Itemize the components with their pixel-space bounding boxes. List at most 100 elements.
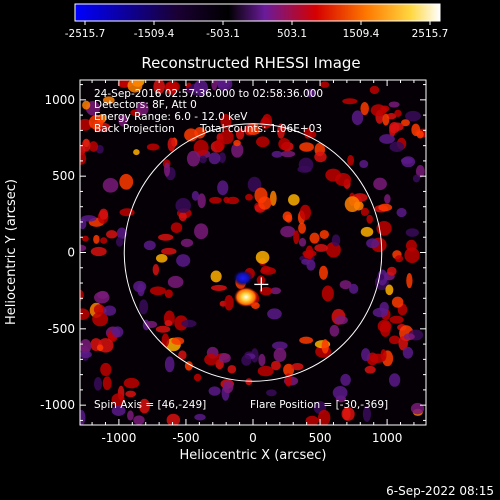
- fringe-blob: [269, 190, 277, 206]
- fringe-blob: [260, 267, 276, 275]
- fringe-blob: [241, 354, 252, 366]
- fringe-blob: [80, 308, 90, 320]
- fringe-blob: [180, 238, 194, 248]
- fringe-blob: [384, 194, 391, 204]
- y-tick-label: 500: [52, 169, 75, 183]
- fringe-blob: [164, 319, 173, 327]
- fringe-blob: [405, 110, 421, 122]
- fringe-blob: [220, 113, 232, 130]
- fringe-blob: [184, 86, 197, 94]
- fringe-blob: [259, 286, 273, 296]
- colorbar-tick-label: 2515.7: [412, 28, 449, 40]
- fringe-blob: [171, 337, 185, 345]
- info-energy-range: Energy Range: 6.0 - 12.0 keV: [94, 111, 248, 123]
- image-area: [80, 80, 426, 425]
- y-tick-label: 0: [67, 246, 75, 260]
- fringe-blob: [306, 259, 316, 271]
- fringe-blob: [329, 324, 340, 337]
- fringe-blob: [193, 139, 209, 156]
- fringe-blob: [319, 265, 328, 280]
- fringe-blob: [226, 196, 240, 205]
- fringe-blob: [161, 333, 170, 348]
- fringe-blob: [149, 286, 166, 296]
- fringe-blob: [116, 227, 127, 240]
- fringe-blob: [88, 114, 104, 130]
- colorbar-ticks: -2515.7 -1509.4 -503.1 503.1 1509.4 2515.7: [65, 21, 449, 40]
- fringe-blob: [266, 389, 277, 397]
- fringe-blob: [255, 250, 270, 264]
- fringe-blob: [133, 149, 140, 156]
- fringe-blob: [115, 237, 124, 247]
- fringe-blob: [349, 283, 359, 294]
- y-tick-label: 1000: [44, 93, 75, 107]
- fringe-blob: [194, 127, 206, 139]
- fringe-blob: [280, 150, 296, 158]
- fringe-blob: [93, 234, 100, 244]
- fringe-blob: [106, 230, 118, 239]
- fringe-blob: [340, 373, 351, 386]
- fringe-blob: [299, 204, 311, 221]
- back-projection-fringes: [80, 80, 426, 425]
- flare-hotspot: [234, 287, 258, 307]
- flare-position-label: Flare Position = [-30,-369]: [250, 399, 388, 411]
- fringe-blob: [174, 315, 189, 331]
- fringe-blob: [164, 356, 175, 373]
- fringe-blob: [321, 339, 329, 354]
- fringe-blob: [175, 198, 191, 213]
- fringe-blob: [389, 141, 405, 153]
- fringe-blob: [305, 415, 319, 425]
- x-tick-label: 500: [309, 431, 332, 445]
- fringe-blob: [320, 81, 330, 88]
- fringe-blob: [136, 101, 149, 116]
- fringe-blob: [339, 280, 352, 290]
- fringe-blob: [191, 190, 200, 201]
- fringe-blob: [119, 208, 135, 217]
- fringe-blob: [309, 232, 320, 244]
- fringe-blob: [404, 247, 420, 264]
- fringe-blob: [254, 187, 268, 204]
- fringe-blob: [405, 228, 419, 237]
- fringe-blob: [152, 264, 160, 276]
- fringe-blob: [246, 126, 261, 135]
- fringe-blob: [81, 215, 97, 222]
- fringe-blob: [366, 214, 373, 224]
- fringe-blob: [184, 361, 193, 371]
- fringe-blob: [293, 230, 300, 245]
- fringe-blob: [96, 344, 104, 352]
- fringe-blob: [199, 155, 207, 164]
- fringe-blob: [133, 280, 147, 293]
- fringe-blob: [97, 290, 109, 299]
- fringe-blob: [362, 406, 372, 422]
- fringe-blob: [361, 348, 371, 362]
- x-tick-label: 0: [249, 431, 257, 445]
- fringe-blob: [178, 212, 187, 222]
- fringe-blob: [359, 159, 369, 168]
- fringe-blob: [299, 142, 314, 152]
- fringe-blob: [314, 151, 327, 163]
- fringe-blob: [100, 237, 108, 244]
- y-tick-label: -1000: [40, 398, 75, 412]
- fringe-blob: [111, 326, 124, 338]
- fringe-blob: [82, 235, 89, 242]
- fringe-blob: [176, 254, 191, 267]
- fringe-blob: [273, 347, 287, 362]
- fringe-blob: [210, 270, 222, 283]
- fringe-blob: [166, 413, 181, 425]
- fringe-blob: [411, 123, 421, 137]
- fringe-blob: [161, 247, 177, 255]
- fringe-blob: [271, 150, 283, 158]
- spin-axis-label: Spin Axis = [46,-249]: [94, 399, 206, 411]
- fringe-blob: [197, 193, 206, 209]
- fringe-blob: [233, 139, 241, 147]
- fringe-blob: [139, 299, 149, 315]
- fringe-blob: [341, 406, 355, 421]
- fringe-blob: [181, 319, 197, 328]
- fringe-blob: [373, 177, 387, 191]
- fringe-blob: [331, 234, 341, 247]
- fringe-blob: [412, 174, 421, 183]
- fringe-blob: [360, 207, 370, 217]
- fringe-blob: [103, 305, 117, 316]
- fringe-blob: [209, 196, 222, 204]
- fringe-blob: [167, 275, 184, 289]
- fringe-blob: [165, 80, 180, 93]
